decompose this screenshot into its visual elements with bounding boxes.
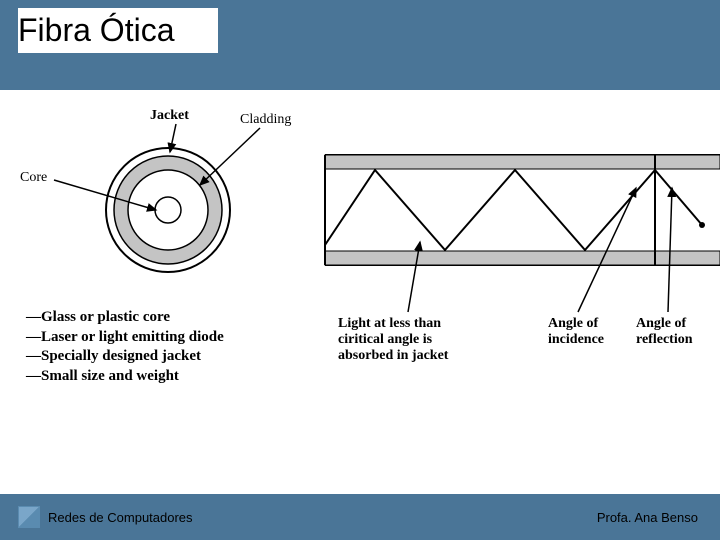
course-name: Redes de Computadores [48, 510, 193, 525]
feature-bullets: —Glass or plastic core—Laser or light em… [26, 308, 224, 386]
bullet-item: —Glass or plastic core [26, 308, 224, 328]
slide-title: Fibra Ótica [18, 8, 218, 53]
label-angle-reflection: Angle of reflection [636, 316, 693, 348]
logo-icon [18, 506, 40, 528]
label-cladding: Cladding [240, 112, 291, 128]
slide-footer: Redes de Computadores Profa. Ana Benso [0, 494, 720, 540]
bullet-item: —Laser or light emitting diode [26, 328, 224, 348]
footer-left: Redes de Computadores [18, 506, 193, 528]
label-jacket: Jacket [150, 108, 189, 124]
label-angle-incidence: Angle of incidence [548, 316, 604, 348]
author-name: Profa. Ana Benso [597, 510, 698, 525]
label-absorbed: Light at less than ciritical angle is ab… [338, 316, 448, 364]
bullet-item: —Specially designed jacket [26, 347, 224, 367]
bullet-item: —Small size and weight [26, 367, 224, 387]
fiber-diagram: Core Jacket Cladding Light at less than … [0, 90, 720, 494]
slide-header: Fibra Ótica [0, 0, 720, 90]
label-core: Core [20, 170, 47, 186]
